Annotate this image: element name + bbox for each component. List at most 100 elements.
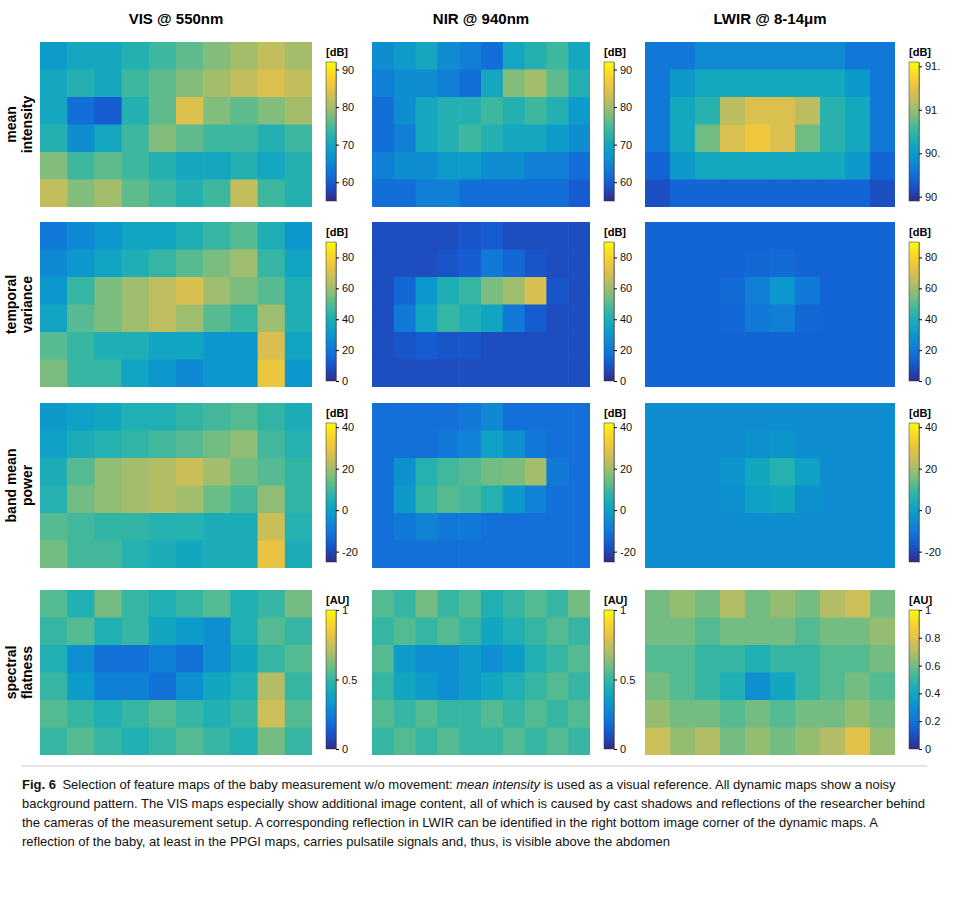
heatmap-cell (258, 541, 286, 569)
heatmap-cell (149, 305, 177, 333)
panel: [dB]020406080 (372, 222, 632, 388)
tick-label: -20 (925, 546, 941, 558)
heatmap-cell (176, 250, 204, 278)
heatmap-cell (568, 700, 590, 728)
tick-mark (919, 638, 922, 639)
heatmap-cell (122, 486, 150, 514)
heatmap-cell (546, 180, 568, 208)
heatmap-cell (670, 458, 696, 486)
heatmap-cell (670, 618, 696, 646)
tick: 0 (919, 743, 931, 755)
tick-label: 40 (925, 313, 937, 325)
heatmap-cell (258, 250, 286, 278)
heatmap-cell (149, 277, 177, 305)
heatmap-cells (645, 222, 895, 387)
tick-mark (336, 552, 339, 553)
heatmap-cell (40, 180, 68, 208)
tick-label: 20 (925, 344, 937, 356)
heatmap-cell (285, 97, 312, 125)
colorbar-axis: 00.51 (614, 604, 635, 755)
heatmap-cell (394, 403, 416, 431)
heatmap-cell (795, 486, 821, 514)
heatmap-cell (67, 618, 95, 646)
tick: 60 (336, 282, 354, 294)
panel: [AU]00.51 (40, 590, 357, 756)
heatmap-cell (503, 431, 525, 459)
heatmap-cell (820, 277, 846, 305)
heatmap-cell (645, 431, 671, 459)
heatmap-cell (149, 541, 177, 569)
heatmap-cell (459, 277, 481, 305)
heatmap-cell (568, 277, 590, 305)
heatmap-cell (503, 673, 525, 701)
heatmap-cell (795, 332, 821, 360)
heatmap-cell (122, 590, 150, 618)
heatmap-cell (416, 152, 438, 180)
heatmap-cell (481, 403, 503, 431)
heatmap-cell (870, 125, 895, 153)
heatmap-cell (67, 42, 95, 70)
heatmap-cell (203, 513, 231, 541)
heatmap-cell (845, 645, 871, 673)
tick-label: 90. (925, 147, 940, 159)
heatmap-cell (122, 700, 150, 728)
heatmap-cell (525, 645, 547, 673)
heatmap-cell (459, 618, 481, 646)
heatmap-cell (394, 700, 416, 728)
heatmap-cell (695, 222, 721, 250)
heatmap-cell (645, 700, 671, 728)
heatmap-cell (258, 700, 286, 728)
heatmap-cell (40, 645, 68, 673)
heatmap-cell (94, 541, 122, 569)
heatmap-cell (285, 458, 312, 486)
heatmap-cell (720, 541, 746, 569)
heatmap-cell (481, 152, 503, 180)
heatmap-cell (503, 152, 525, 180)
heatmap-cell (670, 305, 696, 333)
heatmap-cell (437, 332, 459, 360)
tick-label: 1 (925, 604, 931, 616)
tick-label: 60 (620, 176, 632, 188)
caption-label: Fig. 6 (22, 777, 56, 792)
heatmap-cell (416, 125, 438, 153)
heatmap-cell (459, 513, 481, 541)
heatmap-cell (67, 70, 95, 98)
heatmap-cell (40, 152, 68, 180)
tick-label: -20 (620, 546, 636, 558)
heatmap-cell (394, 70, 416, 98)
heatmap-cell (285, 305, 312, 333)
heatmap-cell (695, 458, 721, 486)
heatmap-cell (372, 277, 394, 305)
heatmap-cell (481, 250, 503, 278)
tick-label: 80 (620, 101, 632, 113)
heatmap-cell (94, 305, 122, 333)
tick: 20 (336, 344, 354, 356)
heatmap-cell (770, 70, 796, 98)
heatmap-cell (230, 152, 258, 180)
heatmap-cell (503, 645, 525, 673)
heatmap-cell (546, 431, 568, 459)
heatmap-cell (258, 277, 286, 305)
heatmap-cell (94, 332, 122, 360)
tick-label: 0 (925, 743, 931, 755)
heatmap-cell (149, 332, 177, 360)
heatmap-cell (546, 486, 568, 514)
heatmap-cell (372, 618, 394, 646)
heatmap-cell (720, 305, 746, 333)
tick-mark (919, 257, 922, 258)
heatmap-cell (525, 700, 547, 728)
heatmap-cell (745, 728, 771, 756)
heatmap-cell (745, 431, 771, 459)
heatmap-cell (720, 513, 746, 541)
heatmap-cell (525, 728, 547, 756)
tick: 40 (614, 313, 632, 325)
heatmap-cell (503, 513, 525, 541)
tick: 60 (336, 176, 354, 188)
heatmap-cell (481, 673, 503, 701)
heatmap-cell (67, 458, 95, 486)
tick-label: 90 (620, 64, 632, 76)
tick: 90. (919, 147, 940, 159)
heatmap-cell (720, 250, 746, 278)
heatmap-cell (285, 332, 312, 360)
colorbar-label: [dB] (326, 407, 348, 419)
